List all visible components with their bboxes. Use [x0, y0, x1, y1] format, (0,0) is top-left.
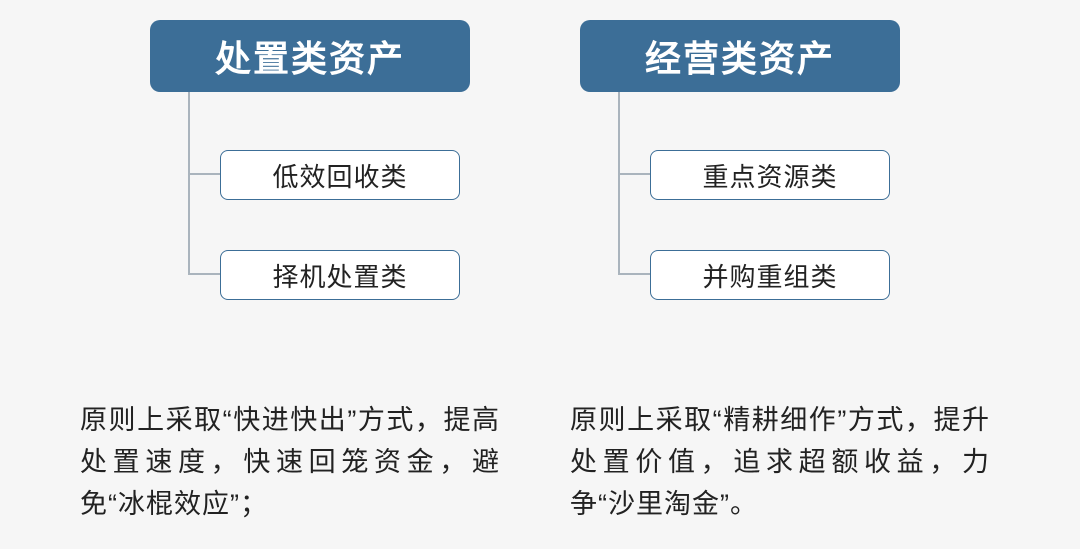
child-box-right-2: 并购重组类: [650, 250, 890, 300]
description-left: 原则上采取“快进快出”方式，提高处置速度，快速回笼资金，避免“冰棍效应”；: [80, 400, 500, 526]
child-box-right-1: 重点资源类: [650, 150, 890, 200]
description-right: 原则上采取“精耕细作”方式，提升处置价值，追求超额收益，力争“沙里淘金”。: [570, 400, 990, 526]
child-box-left-1: 低效回收类: [220, 150, 460, 200]
header-box-left: 处置类资产: [150, 20, 470, 92]
header-box-right: 经营类资产: [580, 20, 900, 92]
connector-left-2: [188, 92, 220, 275]
connector-right-2: [618, 92, 650, 275]
child-box-left-2: 择机处置类: [220, 250, 460, 300]
